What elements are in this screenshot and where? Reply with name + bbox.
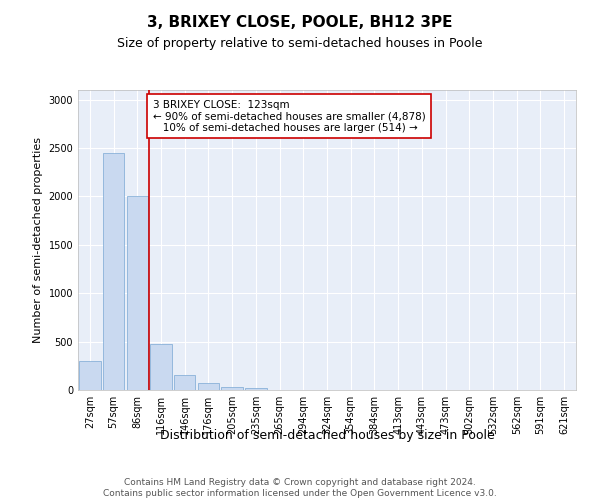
Bar (245, 388, 266, 390)
Bar (151, 344, 172, 390)
Text: 3, BRIXEY CLOSE, POOLE, BH12 3PE: 3, BRIXEY CLOSE, POOLE, BH12 3PE (147, 15, 453, 30)
Bar (127, 196, 148, 390)
Text: Contains HM Land Registry data © Crown copyright and database right 2024.
Contai: Contains HM Land Registry data © Crown c… (103, 478, 497, 498)
Text: Size of property relative to semi-detached houses in Poole: Size of property relative to semi-detach… (117, 38, 483, 51)
Text: 3 BRIXEY CLOSE:  123sqm
← 90% of semi-detached houses are smaller (4,878)
   10%: 3 BRIXEY CLOSE: 123sqm ← 90% of semi-det… (152, 100, 425, 133)
Y-axis label: Number of semi-detached properties: Number of semi-detached properties (33, 137, 43, 343)
Text: Distribution of semi-detached houses by size in Poole: Distribution of semi-detached houses by … (160, 428, 494, 442)
Bar (79, 361, 101, 390)
Bar (174, 376, 196, 390)
Bar (103, 153, 124, 390)
Bar (198, 383, 219, 390)
Bar (221, 386, 243, 390)
